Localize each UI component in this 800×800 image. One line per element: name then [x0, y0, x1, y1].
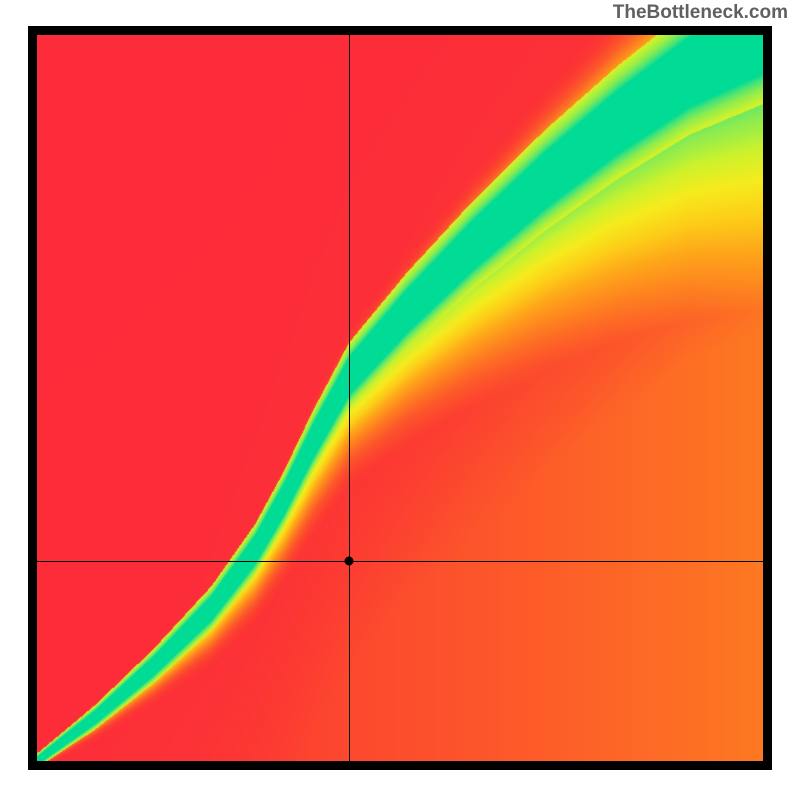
crosshair-vertical [349, 35, 350, 761]
heatmap-plot [37, 35, 763, 761]
chart-frame [28, 26, 772, 770]
page-container: TheBottleneck.com [0, 0, 800, 800]
crosshair-horizontal [37, 561, 763, 562]
heatmap-canvas [37, 35, 763, 761]
watermark-text: TheBottleneck.com [613, 2, 788, 24]
marker-dot [344, 557, 353, 566]
